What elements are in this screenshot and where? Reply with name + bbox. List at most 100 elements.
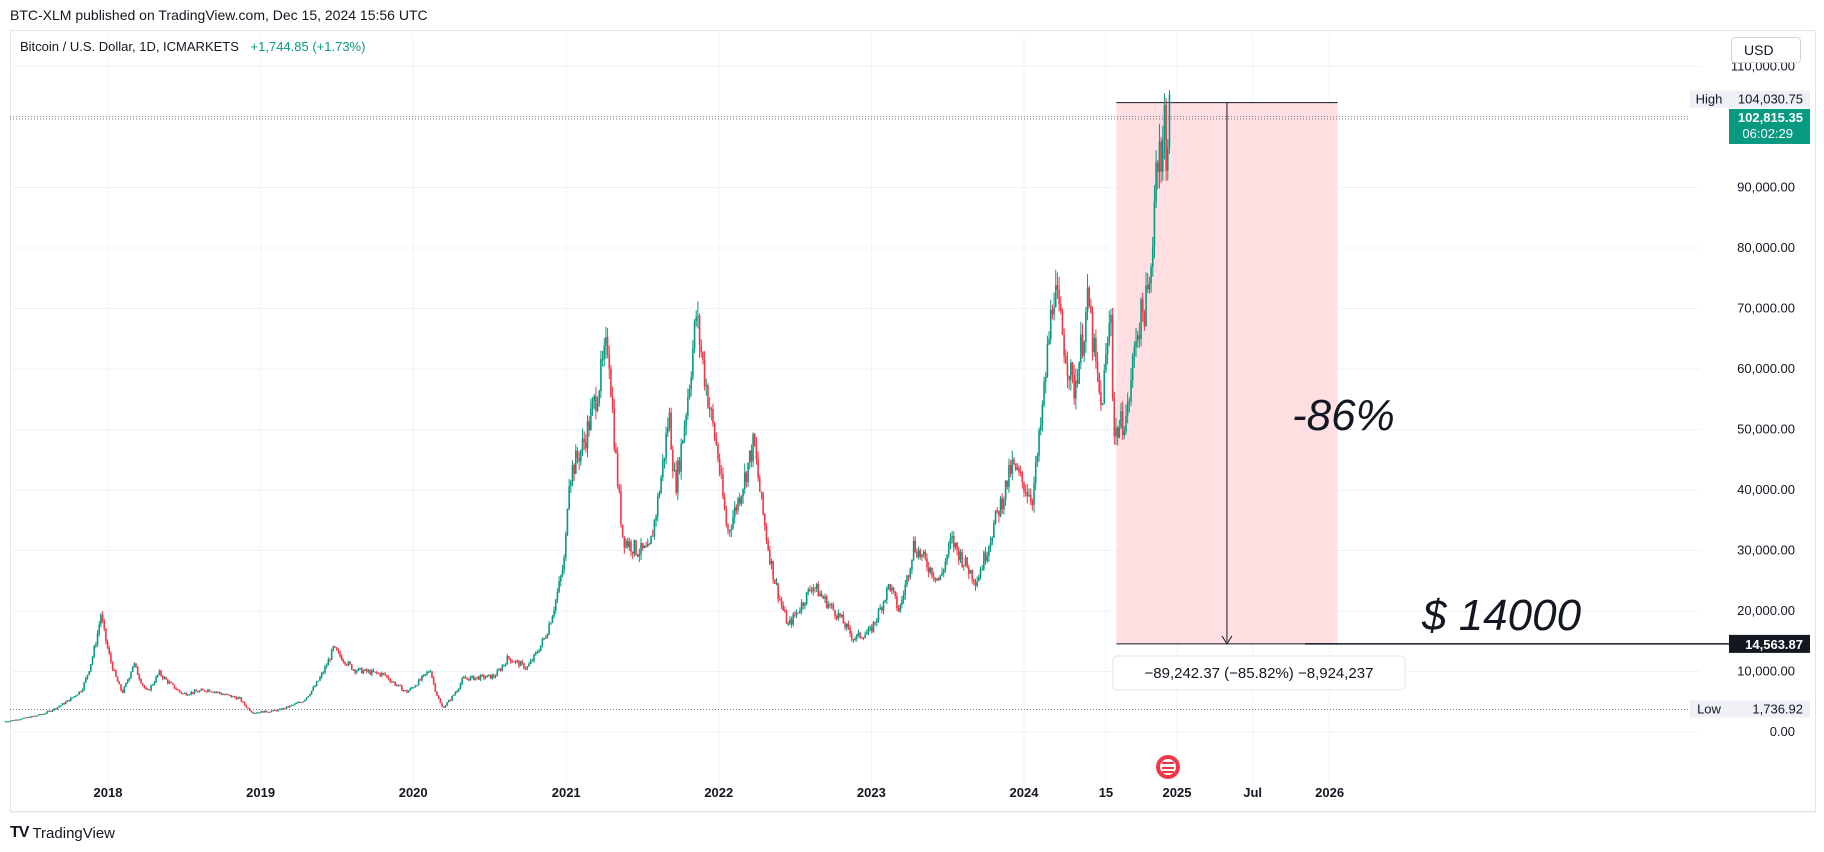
candle-body [424,673,427,675]
candle-body [21,718,24,720]
candle-body [952,536,955,548]
candle-body [596,403,599,411]
candle-body [1103,370,1106,404]
candle-body [959,552,962,561]
candle-body [1120,411,1122,427]
candle-body [1150,267,1152,284]
candle-body [279,708,281,710]
candle-body [312,687,315,691]
candle-body [369,670,371,675]
candle-body [658,493,661,497]
candle-body [787,623,789,625]
candle-body [320,673,323,678]
candle-body [54,708,57,710]
candle-body [146,689,149,691]
candle-body [449,700,452,702]
x-tick-label: 2021 [552,785,581,800]
candle-body [1168,94,1171,148]
candle-body [108,648,111,654]
candle-body [626,540,629,547]
candle-body [302,701,305,703]
candle-body [725,509,728,525]
candle-body [971,570,973,580]
candle-body [193,690,196,694]
candle-body [1016,467,1019,470]
candle-body [805,592,808,605]
candle-body [360,668,363,674]
candle-body [391,681,393,683]
candle-body [919,550,922,557]
candle-body [580,450,582,462]
candle-body [640,542,642,555]
candle-body [819,593,821,597]
candle-body [8,721,10,723]
candle-body [695,316,698,321]
target-value-box [1729,634,1810,653]
candle-body [718,458,721,474]
candle-body [335,647,338,651]
candle-body [437,695,440,699]
candle-body [120,684,122,691]
candle-body [172,683,174,685]
candle-body [966,557,968,568]
tradingview-brand[interactable]: TV TradingView [10,824,115,842]
candle-body [489,674,492,679]
candle-body [389,679,391,682]
candle-body [140,679,142,684]
candle-body [218,691,221,694]
candle-body [603,345,606,360]
candle-body [26,717,29,719]
candle-body [280,708,283,710]
candle-body [71,697,74,699]
x-tick-label: 2022 [704,785,733,800]
candle-body [712,408,714,423]
candle-body [414,685,417,688]
candle-body [252,712,254,714]
candle-body [994,510,997,523]
candle-body [840,614,843,617]
candle-body [1121,411,1124,436]
candle-body [810,590,813,592]
candle-body [486,675,488,678]
candle-body [242,701,244,703]
us-flag-event-icon-stripe [1162,767,1174,769]
candle-body [809,589,811,591]
x-tick-label: 15 [1099,785,1113,800]
candle-body [932,576,935,578]
candle-body [1158,141,1161,172]
candle-body [357,668,360,671]
high-label-box [1690,90,1729,108]
candle-body [516,660,519,662]
currency-button[interactable]: USD [1731,37,1801,63]
candle-body [195,690,198,692]
candle-body [509,658,512,662]
candle-body [178,689,181,692]
candle-body [720,473,723,475]
candle-body [374,671,376,673]
candle-body [1113,397,1116,437]
candle-body [1096,361,1099,374]
candle-body [825,596,828,608]
candle-body [1056,285,1059,290]
candle-body [750,450,753,462]
candle-body [1064,356,1067,364]
candle-body [881,607,883,611]
candle-body [575,450,577,474]
candle-body [643,546,646,548]
candle-body [1076,380,1079,384]
candle-body [227,694,229,696]
candle-body [263,710,266,713]
candle-body [534,652,537,655]
candle-body [6,721,9,723]
candle-body [98,624,101,634]
y-tick-label: 40,000.00 [1737,482,1795,497]
candle-body [304,699,306,702]
symbol-name: Bitcoin / U.S. Dollar, 1D, ICMARKETS [20,39,239,54]
candle-body [1128,401,1131,403]
candle-body [1085,312,1087,342]
publish-header: BTC-XLM published on TradingView.com, De… [10,7,428,23]
candle-body [243,702,246,706]
candle-body [762,492,764,515]
candle-body [255,712,258,714]
